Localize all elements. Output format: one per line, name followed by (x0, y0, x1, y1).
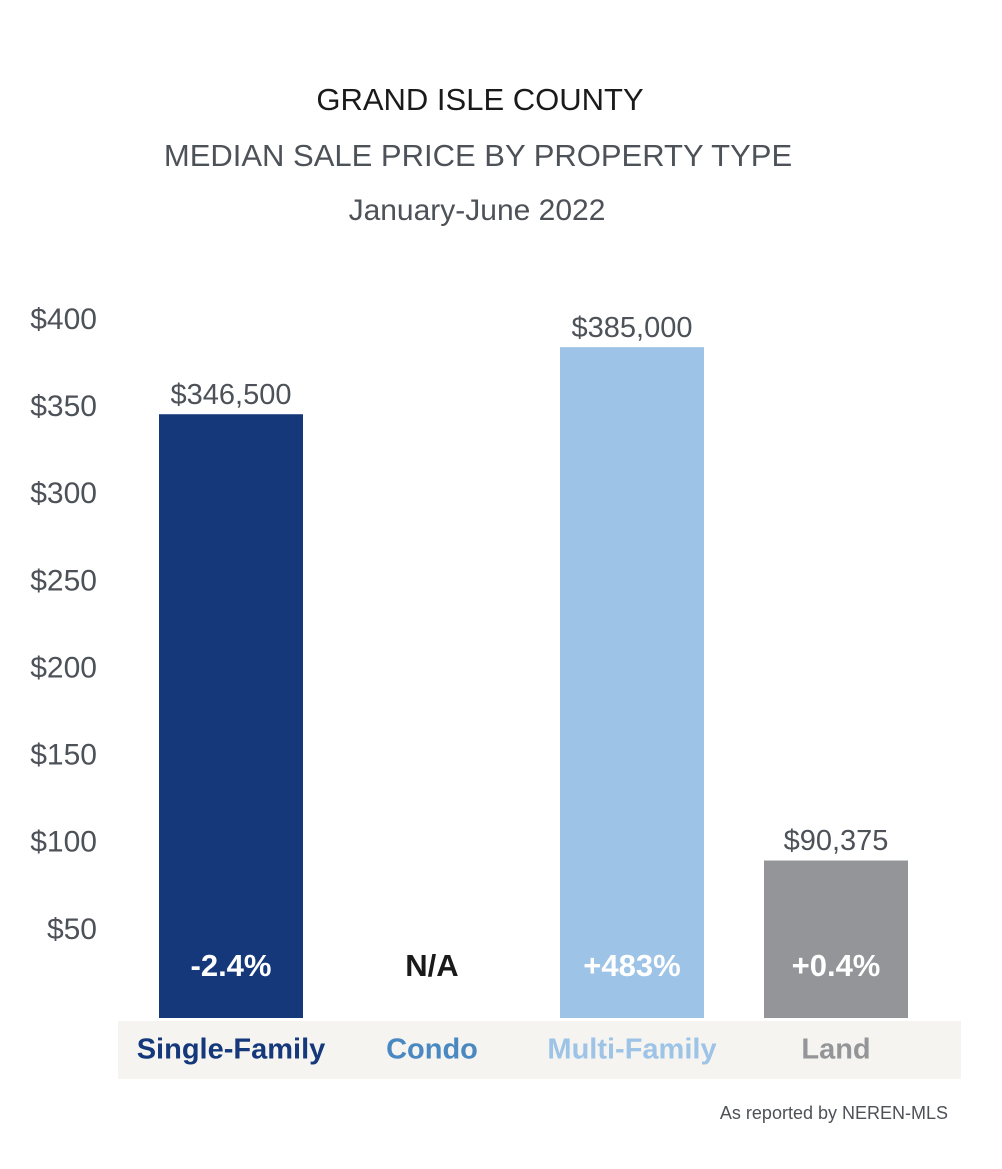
y-tick-label: $250 (30, 564, 97, 597)
change-label: +0.4% (792, 948, 881, 983)
change-label: N/A (405, 948, 458, 983)
category-band (118, 1021, 961, 1079)
y-tick-label: $400 (30, 303, 97, 336)
chart-subtitle: MEDIAN SALE PRICE BY PROPERTY TYPE (164, 138, 792, 173)
chart-period: January-June 2022 (349, 194, 606, 227)
source-note: As reported by NEREN-MLS (720, 1103, 948, 1123)
x-tick-label: Condo (386, 1034, 478, 1066)
x-tick-label: Single-Family (137, 1034, 326, 1066)
x-tick-label: Land (801, 1034, 870, 1066)
change-label: -2.4% (191, 948, 272, 983)
value-label: $90,375 (784, 825, 889, 857)
change-label: +483% (583, 948, 680, 983)
bar (159, 414, 303, 1018)
value-label: $346,500 (171, 379, 292, 411)
y-tick-label: $100 (30, 826, 97, 859)
y-tick-label: $350 (30, 390, 97, 423)
bar (560, 347, 704, 1018)
y-tick-label: $200 (30, 651, 97, 684)
value-label: $385,000 (572, 312, 693, 344)
y-tick-label: $300 (30, 477, 97, 510)
y-tick-label: $150 (30, 739, 97, 772)
y-tick-label: $50 (47, 913, 97, 946)
bar (764, 860, 908, 1018)
x-tick-label: Multi-Family (547, 1034, 716, 1066)
chart-title: GRAND ISLE COUNTY (316, 82, 643, 117)
